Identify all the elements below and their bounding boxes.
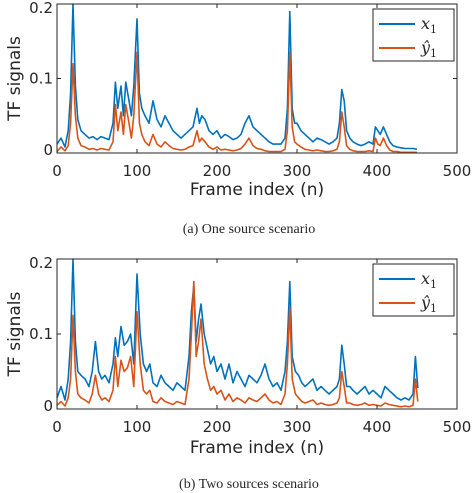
x-tick-label: 200 xyxy=(203,162,232,180)
x-tick-label: 100 xyxy=(123,418,152,436)
series-line-x1 xyxy=(56,258,419,401)
legend-label-x1: x1 xyxy=(421,269,437,291)
y-tick-label: 0.1 xyxy=(29,70,53,88)
x-axis-label: Frame index (n) xyxy=(190,438,324,458)
legend-label-x1: x1 xyxy=(421,14,437,36)
y-tick-label: 0.2 xyxy=(29,254,53,272)
series-line-y1-hat xyxy=(56,51,417,154)
x-tick-label: 500 xyxy=(443,418,472,436)
y-axis-label: TF signals xyxy=(5,292,25,378)
x-axis-label: Frame index (n) xyxy=(190,180,324,200)
x-tick-label: 300 xyxy=(283,418,312,436)
series-line-y1-hat xyxy=(56,280,419,408)
series-line-x1 xyxy=(56,3,418,151)
legend-label-y1-hat: ŷ1 xyxy=(420,293,437,315)
y-tick-label: 0.1 xyxy=(29,325,53,343)
y-tick-label: 0.2 xyxy=(29,0,53,17)
x-tick-label: 0 xyxy=(52,418,62,436)
y-axis-label: TF signals xyxy=(5,36,25,122)
x-tick-label: 100 xyxy=(123,162,152,180)
y-tick-label: 0 xyxy=(43,397,53,415)
x-tick-label: 0 xyxy=(52,162,62,180)
chart-panel-1: 0 100 200 300 400 500 0 0.1 0.2 Frame index (n) TF… xyxy=(5,0,471,237)
y-tick-label: 0 xyxy=(43,141,53,159)
chart-panel-2: 0 100 200 300 400 500 0 0.1 0.2 Frame index (n) TF… xyxy=(5,254,471,492)
x-tick-label: 500 xyxy=(443,162,472,180)
legend-label-y1-hat: ŷ1 xyxy=(420,38,437,60)
x-tick-label: 300 xyxy=(283,162,312,180)
figure-caption: (b) Two sources scenario xyxy=(179,477,319,492)
x-tick-label: 400 xyxy=(363,162,392,180)
legend-box xyxy=(372,8,455,62)
x-tick-label: 200 xyxy=(203,418,232,436)
legend-box xyxy=(372,263,455,317)
figure-caption: (a) One source scenario xyxy=(183,222,316,237)
x-tick-label: 400 xyxy=(363,418,392,436)
